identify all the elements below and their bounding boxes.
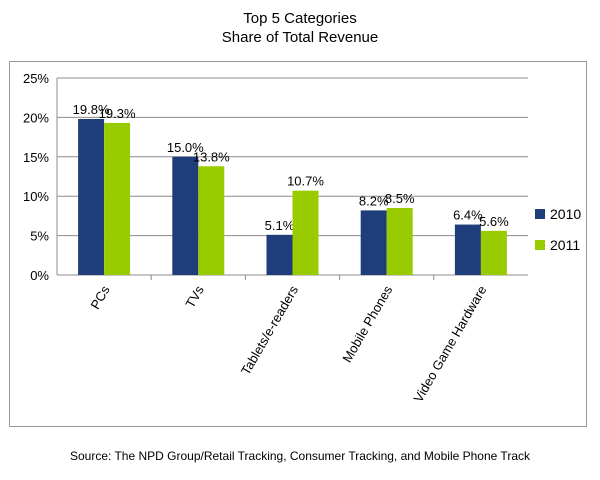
bar-2011 — [386, 208, 413, 275]
data-label-2011: 5.6% — [479, 214, 509, 229]
chart-frame — [9, 61, 587, 427]
data-label-2011: 10.7% — [287, 174, 324, 189]
x-category-label: TVs — [182, 283, 207, 311]
data-label-2010: 15.0% — [167, 140, 204, 155]
legend-swatch-2011 — [535, 240, 545, 250]
x-category-label: Mobile Phones — [339, 283, 395, 365]
source-note: Source: The NPD Group/Retail Tracking, C… — [70, 449, 530, 463]
data-label-2010: 8.2% — [359, 193, 389, 208]
data-label-2010: 6.4% — [453, 208, 483, 223]
legend-swatch-2010 — [535, 209, 545, 219]
bar-2011 — [104, 122, 131, 275]
x-category-label: PCs — [87, 283, 113, 312]
y-tick-label: 15% — [23, 150, 49, 165]
x-category-label: Tablets/e-readers — [238, 283, 301, 378]
data-label-2011: 13.8% — [193, 149, 230, 164]
bar-2010 — [454, 224, 481, 275]
bar-2010 — [360, 210, 387, 275]
chart-subtitle: Share of Total Revenue — [221, 29, 379, 46]
bar-2011 — [198, 166, 225, 275]
y-tick-label: 5% — [30, 229, 49, 244]
legend-label-2011: 2011 — [550, 237, 580, 253]
legend-label-2010: 2010 — [550, 206, 581, 222]
bar-2010 — [266, 234, 293, 275]
bar-2010 — [78, 118, 105, 275]
y-tick-label: 20% — [23, 110, 49, 125]
data-label-2011: 19.3% — [99, 106, 136, 121]
data-label-2011: 8.5% — [385, 191, 415, 206]
y-tick-label: 25% — [23, 71, 49, 86]
bar-2010 — [172, 156, 199, 275]
x-category-label: Video Game Hardware — [411, 283, 490, 405]
chart-title: Top 5 Categories — [243, 10, 357, 27]
data-label-2010: 5.1% — [265, 218, 295, 233]
y-tick-label: 0% — [30, 268, 49, 283]
data-label-2010: 19.8% — [73, 102, 110, 117]
y-tick-label: 10% — [23, 189, 49, 204]
bar-2011 — [480, 230, 507, 275]
bar-2011 — [292, 190, 319, 275]
